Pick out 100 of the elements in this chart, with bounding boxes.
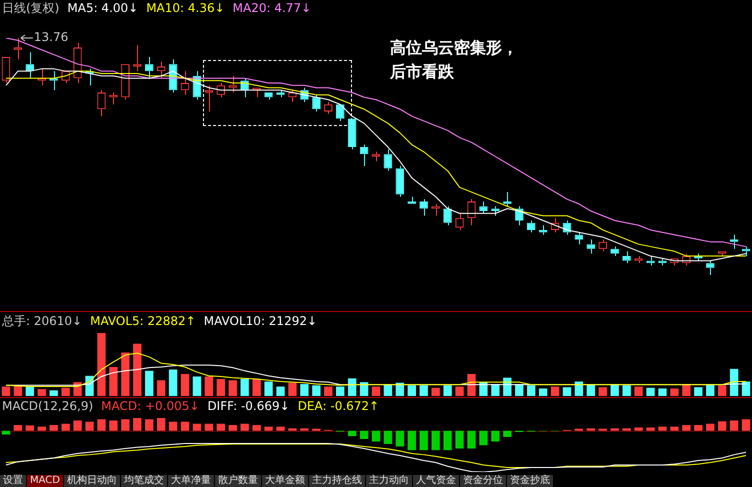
bar	[252, 378, 261, 396]
bar	[396, 430, 404, 446]
bar	[443, 385, 452, 396]
bar	[610, 384, 619, 396]
bar	[706, 384, 714, 396]
bar	[14, 425, 22, 431]
candlestick	[610, 246, 619, 257]
bar	[2, 430, 10, 434]
bar	[121, 419, 130, 431]
bar	[300, 384, 309, 396]
bar	[372, 430, 380, 442]
candlestick	[348, 118, 356, 150]
bar	[694, 425, 702, 431]
text: MAVOL5: 22882↑	[90, 313, 196, 329]
bar	[360, 430, 368, 440]
text: 主力持仓线	[308, 475, 365, 487]
text: DIFF: -0.669↓	[207, 398, 290, 414]
bar	[491, 384, 500, 396]
bar	[324, 386, 332, 396]
bar	[348, 430, 356, 436]
bar	[491, 430, 500, 442]
bar	[526, 385, 536, 396]
text: 资金抄底	[506, 475, 553, 487]
candlestick	[372, 151, 380, 162]
bar	[372, 386, 380, 396]
text: 设置	[0, 475, 26, 487]
text: MA10: 4.36↓	[146, 0, 225, 16]
text: MAVOL10: 21292↓	[204, 313, 318, 329]
chart-subtitle: MACD: +0.005↓	[101, 398, 200, 414]
bar	[408, 385, 416, 396]
bar	[718, 421, 726, 431]
bar	[156, 418, 166, 431]
bar	[192, 424, 202, 431]
bar	[658, 388, 667, 396]
text: MA5: 4.00↓	[67, 0, 138, 16]
bar	[467, 430, 476, 449]
bar	[408, 430, 416, 450]
bar	[97, 333, 106, 396]
bar	[694, 387, 702, 396]
candlestick	[156, 61, 166, 79]
bar	[396, 382, 404, 396]
chart-title: 总手: 20610↓	[2, 313, 82, 329]
bar	[168, 370, 178, 396]
bar	[133, 418, 142, 431]
bar	[252, 425, 261, 431]
bar	[38, 389, 46, 396]
bar	[646, 388, 655, 396]
bar	[706, 424, 714, 431]
bar	[216, 378, 226, 396]
text: 人气资金	[412, 475, 459, 487]
bar	[479, 430, 488, 446]
candlestick	[228, 75, 237, 94]
candlestick	[14, 38, 22, 60]
bar	[216, 424, 226, 431]
bar	[61, 424, 70, 431]
bar	[586, 428, 596, 431]
bar	[50, 425, 58, 431]
bar	[240, 424, 249, 431]
bar	[300, 428, 309, 431]
candlestick	[336, 104, 344, 122]
bar	[109, 420, 118, 431]
bar	[133, 344, 142, 396]
bar	[634, 386, 643, 396]
chart-title: MACD(12,26,9)	[2, 398, 94, 414]
bar	[455, 430, 464, 449]
bar	[420, 385, 428, 396]
bar	[670, 426, 679, 431]
bar	[180, 374, 190, 396]
bar	[742, 382, 750, 396]
candlestick	[730, 234, 738, 250]
annotation: 13.76	[34, 30, 68, 44]
bar	[586, 384, 596, 396]
bar	[288, 428, 297, 431]
text: MA20: 4.77↓	[232, 0, 312, 16]
annotation: 高位乌云密集形，后市看跌	[390, 37, 519, 83]
bar	[26, 425, 34, 431]
bar	[420, 430, 428, 450]
bar	[97, 419, 106, 431]
candlestick	[396, 165, 404, 198]
text: 散户数量	[214, 475, 261, 487]
candlestick	[97, 90, 106, 117]
bar	[562, 387, 572, 396]
bar	[2, 386, 10, 396]
bar	[360, 382, 368, 396]
text: 机构日动向	[64, 475, 120, 487]
candlestick	[586, 238, 596, 254]
bar	[515, 384, 524, 396]
chart-title: 日线(复权)	[2, 0, 60, 16]
candlestick	[408, 196, 416, 204]
bar	[432, 388, 440, 396]
bar	[73, 420, 82, 431]
bar	[384, 384, 392, 396]
bar	[622, 428, 631, 431]
bar	[180, 422, 190, 431]
bar	[204, 424, 214, 431]
bar	[228, 425, 237, 431]
text: 大单净量	[168, 475, 214, 487]
bar	[168, 422, 178, 431]
bar	[61, 388, 70, 396]
bar	[192, 376, 202, 396]
